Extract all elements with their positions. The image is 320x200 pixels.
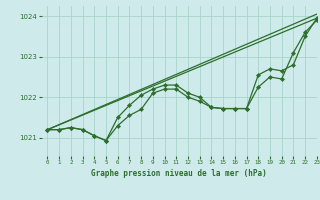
X-axis label: Graphe pression niveau de la mer (hPa): Graphe pression niveau de la mer (hPa)	[91, 169, 267, 178]
